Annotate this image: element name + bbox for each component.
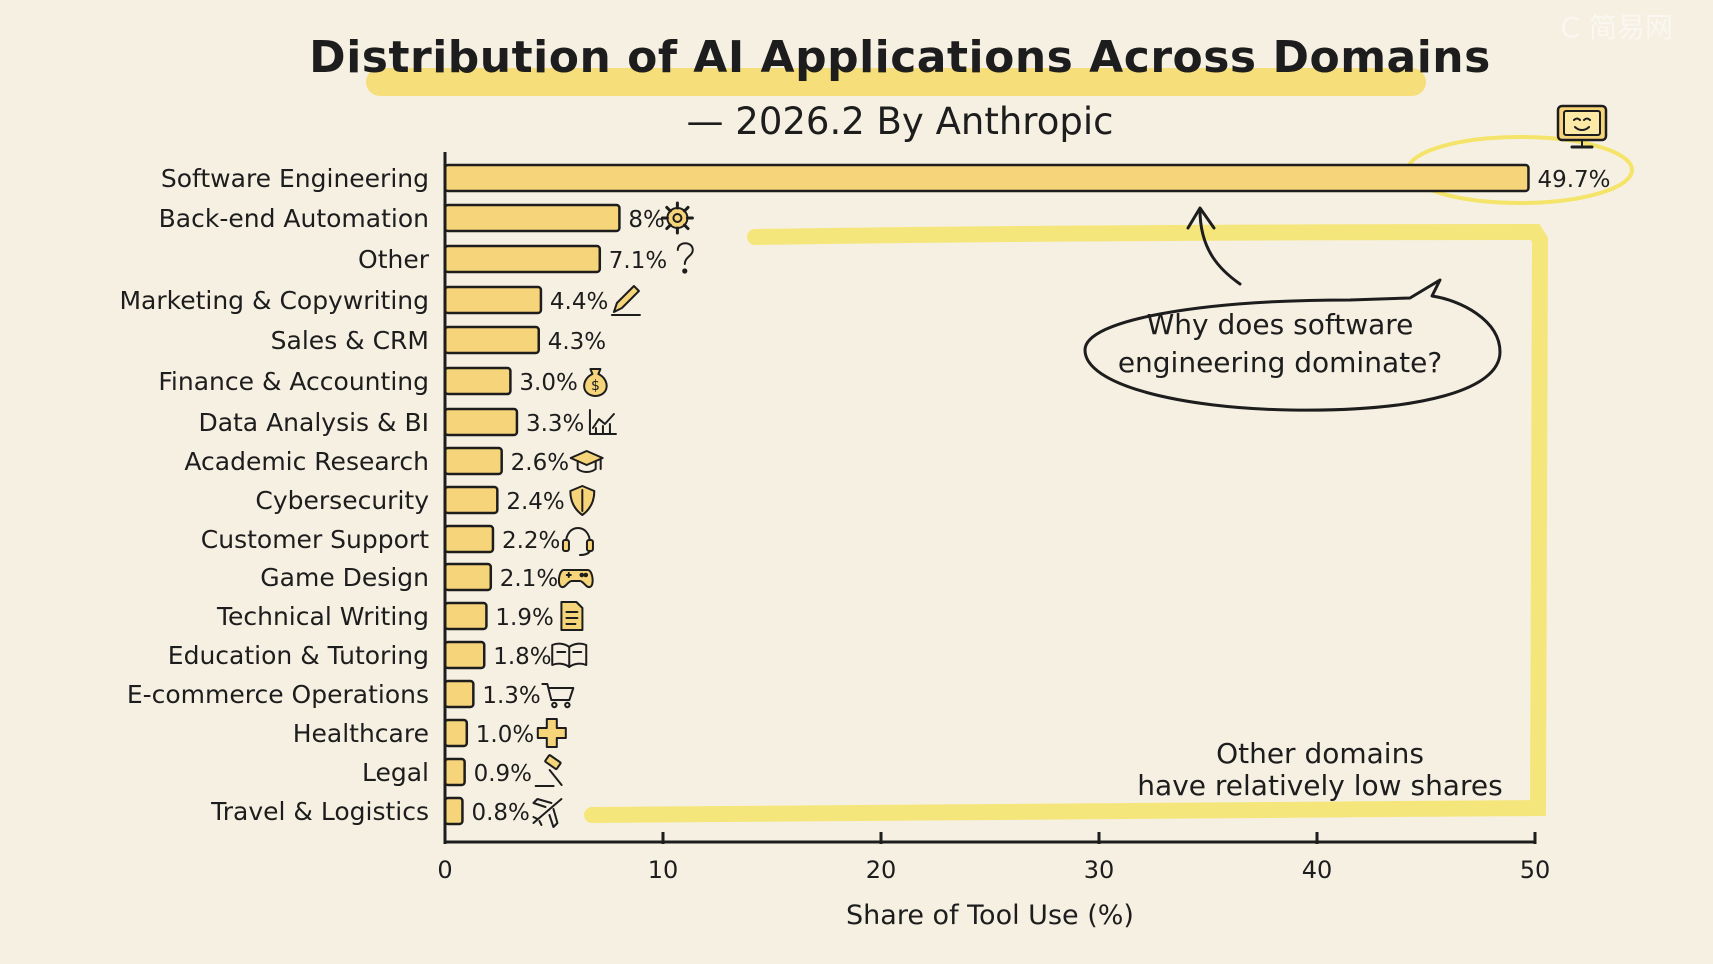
- data-label: 2.2%: [502, 528, 560, 554]
- bar: [443, 524, 495, 554]
- arrow-shaft: [1198, 208, 1242, 286]
- bar: [443, 796, 464, 826]
- bar: [443, 562, 493, 592]
- category-label: E-commerce Operations: [127, 680, 429, 709]
- bar: [443, 407, 519, 437]
- category-label: Back-end Automation: [159, 204, 429, 233]
- watermark: C 简易网: [1560, 11, 1673, 44]
- headset-icon: [561, 527, 594, 556]
- cart-icon: [541, 683, 575, 709]
- data-label: 2.4%: [506, 489, 564, 515]
- data-label: 1.9%: [495, 605, 553, 631]
- category-label: Software Engineering: [161, 164, 429, 193]
- annotation-question-line-1: Why does software: [1146, 308, 1414, 341]
- speech-bubble: [1083, 278, 1502, 412]
- gavel-icon: [534, 754, 563, 787]
- arrow-head: [1186, 206, 1216, 230]
- data-label: 1.8%: [493, 644, 551, 670]
- medical-cross-icon: [536, 718, 567, 748]
- x-tick-label: 0: [437, 856, 452, 884]
- data-label: 7.1%: [609, 248, 667, 274]
- x-tick-label: 30: [1084, 856, 1115, 884]
- category-label: Education & Tutoring: [168, 641, 429, 670]
- category-label: Travel & Logistics: [210, 797, 429, 826]
- data-label: 4.4%: [550, 289, 608, 315]
- data-label: 2.6%: [511, 450, 569, 476]
- annotation-highlight-bracket: [584, 223, 1549, 823]
- shield-icon: [569, 485, 596, 516]
- data-label: 1.3%: [482, 683, 540, 709]
- annotation-note-line-1: Other domains: [1216, 737, 1424, 770]
- bar: [443, 366, 512, 396]
- bar: [443, 244, 602, 274]
- category-label: Legal: [362, 758, 429, 787]
- annotation-note: Other domains have relatively low shares: [1135, 738, 1505, 802]
- category-label: Finance & Accounting: [158, 367, 429, 396]
- bar: [443, 163, 1530, 193]
- data-label: 0.8%: [471, 800, 529, 826]
- annotation-note-line-2: have relatively low shares: [1137, 769, 1503, 802]
- pencil-icon: [610, 285, 641, 316]
- money-bag-icon: $: [583, 368, 608, 397]
- title-highlight: [366, 68, 1426, 96]
- category-label: Other: [358, 245, 430, 274]
- annotation-question: Why does software engineering dominate?: [1100, 306, 1460, 382]
- gamepad-icon: [557, 569, 594, 589]
- data-label: 8%: [628, 207, 665, 233]
- bar: [443, 601, 488, 631]
- x-tick-label: 50: [1520, 856, 1551, 884]
- bar: [443, 325, 540, 355]
- book-icon: [551, 642, 588, 668]
- bar: [443, 203, 621, 233]
- category-label: Healthcare: [293, 719, 429, 748]
- chart-title: Distribution of AI Applications Across D…: [309, 32, 1491, 83]
- data-label: 3.0%: [519, 370, 577, 396]
- data-label: 3.3%: [526, 411, 584, 437]
- data-label: 1.0%: [476, 722, 534, 748]
- data-label: 4.3%: [548, 329, 606, 355]
- category-label: Academic Research: [184, 447, 429, 476]
- category-label: Data Analysis & BI: [198, 408, 429, 437]
- document-icon: [560, 601, 584, 631]
- bar: [443, 485, 499, 515]
- category-label: Cybersecurity: [255, 486, 429, 515]
- data-label: 49.7%: [1537, 167, 1610, 193]
- airplane-icon: [532, 798, 563, 828]
- bar: [443, 285, 543, 315]
- graduation-cap-icon: [569, 450, 604, 473]
- annotation-question-line-2: engineering dominate?: [1117, 346, 1443, 379]
- bar: [443, 757, 466, 787]
- x-tick-label: 40: [1302, 856, 1333, 884]
- bar: [443, 446, 503, 476]
- bar: [443, 640, 486, 670]
- category-label: Marketing & Copywriting: [119, 286, 429, 315]
- chart-icon: [588, 409, 617, 435]
- category-label: Technical Writing: [216, 602, 429, 631]
- monitor-icon: [1556, 104, 1608, 149]
- chart-subtitle: — 2026.2 By Anthropic: [686, 100, 1114, 143]
- x-axis-label: Share of Tool Use (%): [846, 900, 1134, 931]
- category-label: Game Design: [260, 563, 429, 592]
- data-label: 0.9%: [474, 761, 532, 787]
- x-tick-label: 10: [648, 856, 679, 884]
- bar: [443, 679, 475, 709]
- gear-icon: [660, 201, 694, 235]
- question-icon: [676, 242, 694, 274]
- category-label: Customer Support: [201, 525, 429, 554]
- svg-text:$: $: [591, 378, 600, 394]
- data-label: 2.1%: [500, 566, 558, 592]
- x-tick-label: 20: [866, 856, 897, 884]
- category-label: Sales & CRM: [271, 326, 429, 355]
- bar: [443, 718, 469, 748]
